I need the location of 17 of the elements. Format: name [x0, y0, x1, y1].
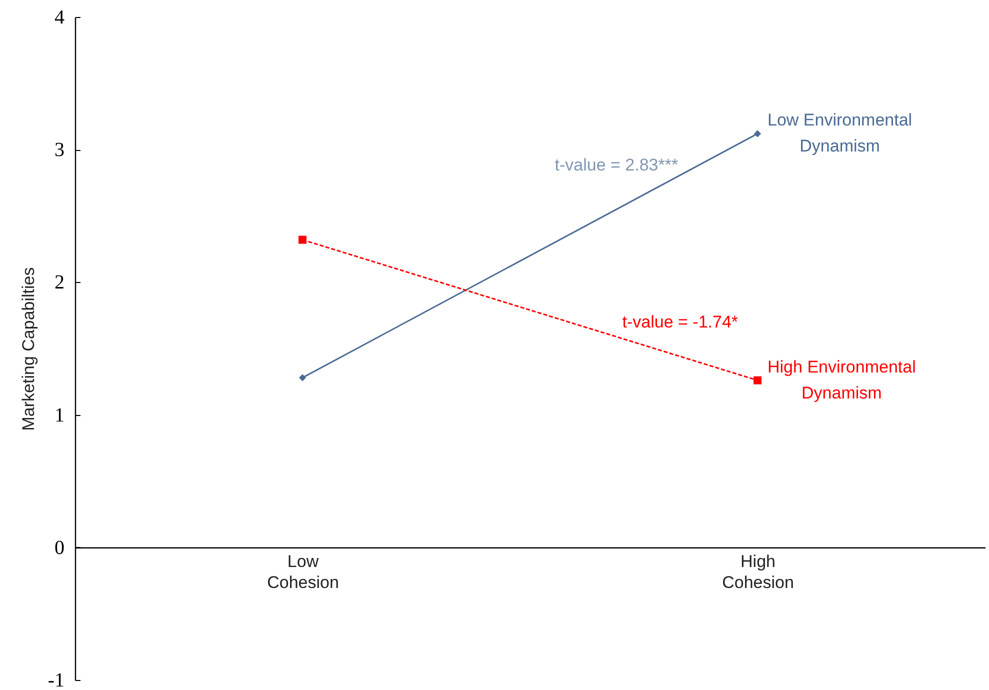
x-tick-label: High Cohesion [722, 552, 794, 592]
annotation: t-value = 2.83*** [554, 155, 678, 174]
y-tick-label: 1 [54, 404, 64, 426]
point [754, 130, 762, 138]
y-tick-label: -1 [48, 670, 64, 690]
y-axis-title: Marketing Capabilties [18, 267, 38, 431]
point [298, 236, 306, 244]
point [298, 374, 306, 382]
y-tick-label: 2 [54, 272, 64, 294]
point [754, 376, 762, 384]
series-label: Low Environmental Dynamism [768, 110, 912, 156]
series-label: High Environmental Dynamism [767, 357, 916, 402]
y-tick-label: 4 [54, 6, 64, 28]
x-tick-label: Low Cohesion [267, 552, 339, 592]
y-tick-label: 3 [54, 139, 64, 162]
annotation: t-value = -1.74* [622, 312, 738, 332]
y-tick-label: 0 [54, 536, 64, 559]
